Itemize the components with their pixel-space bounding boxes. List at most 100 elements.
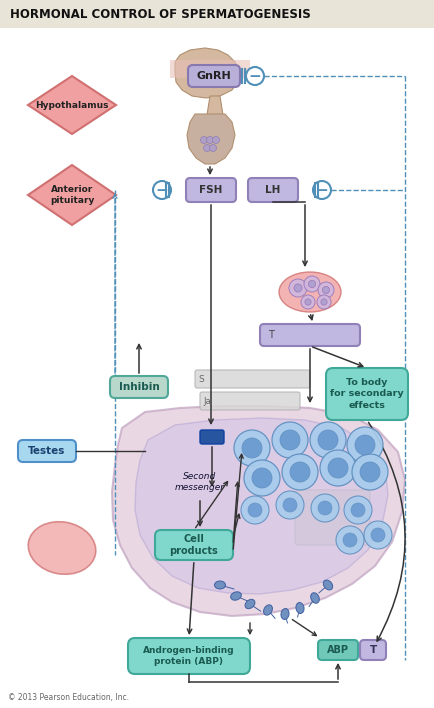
- Text: Inhibin: Inhibin: [118, 382, 159, 392]
- Text: S: S: [198, 375, 204, 384]
- Circle shape: [241, 496, 269, 524]
- FancyBboxPatch shape: [200, 392, 300, 410]
- Circle shape: [204, 144, 210, 152]
- Polygon shape: [207, 96, 223, 115]
- FancyBboxPatch shape: [295, 490, 370, 545]
- Polygon shape: [187, 114, 235, 164]
- Circle shape: [318, 430, 338, 450]
- Ellipse shape: [245, 599, 255, 609]
- Text: T: T: [369, 645, 377, 655]
- FancyBboxPatch shape: [360, 640, 386, 660]
- Circle shape: [347, 427, 383, 463]
- Text: −: −: [316, 183, 329, 198]
- Circle shape: [343, 533, 357, 547]
- Circle shape: [201, 137, 207, 144]
- Text: © 2013 Pearson Education, Inc.: © 2013 Pearson Education, Inc.: [8, 693, 129, 702]
- Circle shape: [153, 181, 171, 199]
- Text: T: T: [268, 330, 274, 340]
- Text: Anterior
pituitary: Anterior pituitary: [50, 185, 94, 205]
- Circle shape: [207, 137, 214, 144]
- Polygon shape: [28, 165, 116, 225]
- Text: Second
messenger: Second messenger: [175, 472, 225, 492]
- Circle shape: [318, 282, 334, 298]
- Circle shape: [318, 501, 332, 515]
- FancyBboxPatch shape: [195, 370, 310, 388]
- Text: Testes: Testes: [28, 446, 66, 456]
- Text: Cell
products: Cell products: [170, 534, 218, 556]
- Text: LH: LH: [265, 185, 281, 195]
- FancyBboxPatch shape: [200, 430, 224, 444]
- FancyBboxPatch shape: [248, 178, 298, 202]
- Text: ABP: ABP: [327, 645, 349, 655]
- Ellipse shape: [230, 592, 241, 600]
- Polygon shape: [28, 76, 116, 134]
- Ellipse shape: [281, 609, 289, 620]
- Circle shape: [272, 422, 308, 458]
- Polygon shape: [112, 406, 405, 616]
- Circle shape: [310, 422, 346, 458]
- Text: FSH: FSH: [199, 185, 223, 195]
- Text: −: −: [156, 183, 168, 198]
- FancyBboxPatch shape: [170, 60, 250, 78]
- FancyArrowPatch shape: [368, 423, 405, 641]
- Circle shape: [309, 280, 316, 287]
- Polygon shape: [135, 418, 388, 594]
- FancyBboxPatch shape: [18, 440, 76, 462]
- Circle shape: [282, 454, 318, 490]
- FancyBboxPatch shape: [326, 368, 408, 420]
- FancyBboxPatch shape: [155, 530, 233, 560]
- Circle shape: [364, 521, 392, 549]
- Circle shape: [344, 496, 372, 524]
- Text: Hypothalamus: Hypothalamus: [35, 101, 109, 110]
- Circle shape: [304, 276, 320, 292]
- Ellipse shape: [263, 605, 273, 615]
- Text: Androgen-binding
protein (ABP): Androgen-binding protein (ABP): [143, 646, 235, 666]
- Circle shape: [360, 462, 380, 482]
- Text: −: −: [249, 69, 261, 84]
- FancyBboxPatch shape: [110, 376, 168, 398]
- Text: To body
for secondary
effects: To body for secondary effects: [330, 377, 404, 411]
- Circle shape: [210, 144, 217, 152]
- Circle shape: [283, 498, 297, 512]
- Circle shape: [290, 462, 310, 482]
- Circle shape: [317, 295, 331, 309]
- FancyBboxPatch shape: [128, 638, 250, 674]
- Circle shape: [371, 528, 385, 542]
- FancyBboxPatch shape: [0, 0, 434, 28]
- Circle shape: [248, 503, 262, 517]
- Ellipse shape: [311, 593, 319, 603]
- Circle shape: [276, 491, 304, 519]
- Polygon shape: [175, 48, 240, 98]
- Circle shape: [294, 284, 302, 292]
- Circle shape: [328, 458, 348, 478]
- Circle shape: [336, 526, 364, 554]
- Text: Ja: Ja: [203, 396, 210, 406]
- Circle shape: [352, 454, 388, 490]
- Ellipse shape: [279, 272, 341, 312]
- Circle shape: [242, 438, 262, 458]
- Circle shape: [305, 299, 311, 305]
- Circle shape: [234, 430, 270, 466]
- Circle shape: [244, 460, 280, 496]
- Circle shape: [246, 67, 264, 85]
- Circle shape: [213, 137, 220, 144]
- Circle shape: [252, 468, 272, 488]
- Text: HORMONAL CONTROL OF SPERMATOGENESIS: HORMONAL CONTROL OF SPERMATOGENESIS: [10, 8, 311, 21]
- FancyBboxPatch shape: [318, 640, 358, 660]
- Circle shape: [280, 430, 300, 450]
- FancyBboxPatch shape: [188, 65, 240, 87]
- Circle shape: [313, 181, 331, 199]
- Ellipse shape: [28, 522, 96, 574]
- Circle shape: [311, 494, 339, 522]
- FancyBboxPatch shape: [260, 324, 360, 346]
- Circle shape: [320, 450, 356, 486]
- Ellipse shape: [296, 603, 304, 613]
- Circle shape: [301, 295, 315, 309]
- Text: GnRH: GnRH: [197, 71, 231, 81]
- FancyBboxPatch shape: [186, 178, 236, 202]
- Ellipse shape: [214, 581, 226, 589]
- Ellipse shape: [323, 580, 333, 590]
- Circle shape: [351, 503, 365, 517]
- Circle shape: [289, 279, 307, 297]
- Circle shape: [322, 287, 329, 294]
